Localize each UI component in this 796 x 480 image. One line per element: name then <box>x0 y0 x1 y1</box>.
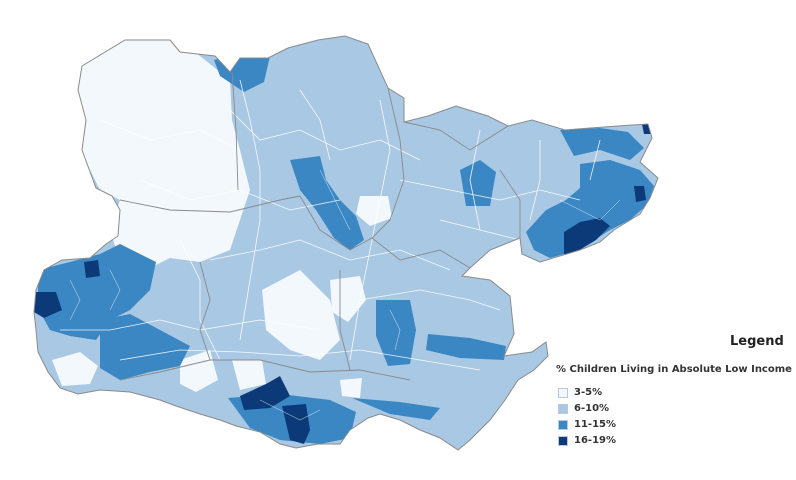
region-mid-coast-east <box>526 160 654 258</box>
region-high-south <box>240 376 290 410</box>
legend-item: 3-5% <box>558 385 616 400</box>
legend-item-label: 11-15% <box>574 419 617 430</box>
region-mid-south-east <box>352 398 440 420</box>
region-high-east-point <box>634 186 646 202</box>
region-low-central2 <box>330 276 366 322</box>
region-mid-east-strip <box>426 334 506 360</box>
region-mid-top-east <box>560 128 644 160</box>
region-low-east <box>356 196 392 226</box>
ward-boundaries-fine <box>69 169 621 421</box>
region-high-south2 <box>282 404 310 444</box>
region-mid-west-cluster <box>38 244 156 340</box>
region-low-south <box>232 360 266 390</box>
region-low-central <box>262 270 340 360</box>
legend-item-label: 3-5% <box>574 387 603 398</box>
legend-swatch <box>558 419 568 430</box>
legend-subtitle: % Children Living in Absolute Low Income <box>556 364 792 375</box>
region-outline <box>33 35 659 451</box>
region-high-east-coast <box>564 218 610 256</box>
legend-swatch <box>558 403 568 414</box>
region-mid-southwest <box>100 314 190 380</box>
legend-item: 11-15% <box>558 417 616 432</box>
legend-swatch <box>558 435 568 446</box>
legend-item: 6-10% <box>558 401 616 416</box>
region-high-west <box>34 292 62 318</box>
region-low-sw <box>52 352 98 386</box>
region-mid-east-center <box>376 300 416 366</box>
legend-items: 3-5% 6-10% 11-15% 16-19% <box>558 385 616 449</box>
legend-swatch <box>558 387 568 398</box>
legend-item: 16-19% <box>558 433 616 448</box>
region-high-west2 <box>84 260 100 278</box>
legend-item-label: 16-19% <box>574 435 617 446</box>
district-boundaries <box>119 71 521 381</box>
legend-title: Legend <box>730 334 784 349</box>
region-low-south2 <box>340 378 362 398</box>
region-mid-northeast <box>460 160 496 206</box>
legend-item-label: 6-10% <box>574 403 610 414</box>
